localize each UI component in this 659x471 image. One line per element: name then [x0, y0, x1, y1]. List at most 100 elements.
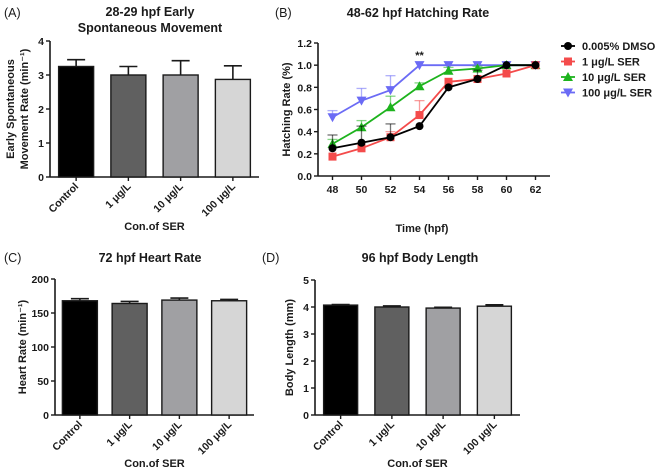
- data-point: [415, 111, 424, 120]
- x-tick-label: Control: [46, 181, 81, 216]
- x-tick-label: Control: [50, 419, 85, 454]
- x-tick-label: 50: [356, 184, 368, 196]
- data-point: [444, 77, 453, 86]
- data-point: [328, 152, 337, 161]
- y-tick-label: 3: [38, 70, 44, 82]
- legend-marker: [563, 72, 573, 81]
- x-tick-label: 52: [385, 184, 397, 196]
- series-0-005-dmso: [327, 61, 540, 153]
- data-point: [327, 113, 338, 123]
- y-axis-label: Early Spontaneous: [5, 59, 17, 159]
- legend-item: 1 μg/L SER: [561, 57, 640, 69]
- y-tick-label: 0: [303, 410, 309, 422]
- y-tick-label: 0.6: [297, 105, 312, 117]
- series-line: [332, 64, 536, 158]
- panel-d: (D) 96 hpf Body Length Body Length (mm) 0 1 2…: [262, 251, 520, 470]
- data-point: [502, 69, 511, 78]
- y-tick-label: 2: [303, 356, 309, 368]
- legend-label: 0.005% DMSO: [582, 41, 656, 53]
- bar: [210, 300, 248, 416]
- y-axis-label: Heart Rate (min⁻¹): [17, 299, 29, 394]
- y-tick-label: 100: [31, 342, 49, 354]
- x-tick-label: 60: [501, 184, 513, 196]
- y-tick-label: 50: [37, 376, 49, 388]
- data-point: [444, 83, 453, 92]
- bar: [111, 302, 148, 416]
- x-tick-label: 10 μg/L: [414, 418, 449, 453]
- y-tick-label: 1: [303, 383, 309, 395]
- legend-item: 0.005% DMSO: [561, 41, 656, 53]
- y-tick-label: 0.2: [297, 149, 312, 161]
- x-tick-label: 10 μg/L: [151, 180, 186, 215]
- bar: [476, 305, 513, 416]
- legend-label: 1 μg/L SER: [582, 57, 640, 69]
- y-axis-label: Body Length (mm): [284, 299, 296, 396]
- y-tick-label: 0.4: [297, 127, 312, 139]
- bar: [61, 300, 99, 416]
- legend-label: 100 μg/L SER: [582, 88, 652, 100]
- panel-a: (A) 28-29 hpf Early Spontaneous Movement Ea…: [4, 5, 259, 233]
- x-tick-label: 100 μg/L: [196, 418, 235, 457]
- bar: [322, 304, 359, 416]
- y-tick-label: 150: [31, 308, 49, 320]
- panel-label: (B): [275, 6, 292, 20]
- legend-marker: [564, 42, 572, 50]
- data-point: [328, 144, 337, 153]
- series-line: [332, 64, 536, 150]
- x-tick-label: 62: [530, 184, 542, 196]
- series-line: [332, 64, 536, 145]
- data-point: [443, 61, 454, 71]
- x-tick-label: 58: [472, 184, 484, 196]
- y-tick-label: 1.0: [297, 60, 312, 72]
- y-tick-label: 1.2: [297, 38, 312, 50]
- data-point: [357, 138, 366, 147]
- data-point: [473, 75, 482, 84]
- y-axis-label: Hatching Rate (%): [281, 62, 293, 156]
- x-tick-label: 100 μg/L: [461, 418, 500, 457]
- x-axis-label: Time (hpf): [396, 223, 449, 235]
- x-axis-label: Con.of SER: [387, 458, 448, 470]
- x-tick-label: Control: [311, 419, 346, 454]
- data-point: [385, 102, 396, 112]
- data-point: [414, 61, 425, 71]
- bar: [57, 65, 95, 178]
- chart-title: 96 hpf Body Length: [362, 251, 479, 265]
- panel-c: (C) 72 hpf Heart Rate Heart Rate (min⁻¹) 0 5…: [4, 251, 254, 470]
- data-point: [356, 96, 367, 106]
- data-point: [385, 86, 396, 96]
- legend: 0.005% DMSO 1 μg/L SER 10 μg/L SER 100 μg/L…: [561, 41, 656, 100]
- panel-b: (B) 48-62 hpf Hatching Rate Hatching Rate …: [275, 6, 656, 235]
- bar: [214, 78, 252, 178]
- chart-title: 28-29 hpf Early: [106, 5, 195, 19]
- y-tick-label: 4: [38, 36, 44, 48]
- y-tick-label: 0.8: [297, 82, 312, 94]
- legend-marker: [563, 88, 573, 98]
- x-tick-label: 1 μg/L: [367, 418, 398, 449]
- x-tick-label: 100 μg/L: [199, 180, 238, 219]
- chart-title: Spontaneous Movement: [78, 21, 223, 35]
- y-tick-label: 3: [303, 329, 309, 341]
- chart-title: 48-62 hpf Hatching Rate: [347, 6, 489, 20]
- panel-label: (A): [4, 6, 21, 20]
- legend-label: 10 μg/L SER: [582, 72, 646, 84]
- chart-title: 72 hpf Heart Rate: [99, 251, 202, 265]
- significance-annotation: **: [415, 50, 424, 62]
- bar: [425, 307, 461, 416]
- bar: [374, 306, 410, 416]
- x-tick-label: 1 μg/L: [103, 180, 134, 211]
- panel-label: (D): [262, 251, 279, 265]
- y-axis-label: Movement Rate (min⁻¹): [19, 48, 31, 169]
- y-tick-label: 2: [38, 104, 44, 116]
- x-axis-label: Con.of SER: [124, 221, 185, 233]
- y-tick-label: 4: [303, 302, 309, 314]
- data-point: [386, 133, 395, 142]
- legend-item: 100 μg/L SER: [561, 88, 652, 100]
- x-tick-label: 10 μg/L: [150, 418, 185, 453]
- y-tick-label: 200: [31, 274, 49, 286]
- legend-item: 10 μg/L SER: [561, 72, 646, 84]
- data-point: [531, 61, 540, 70]
- y-tick-label: 5: [303, 275, 309, 287]
- y-tick-label: 1: [38, 138, 44, 150]
- x-tick-label: 54: [414, 184, 426, 196]
